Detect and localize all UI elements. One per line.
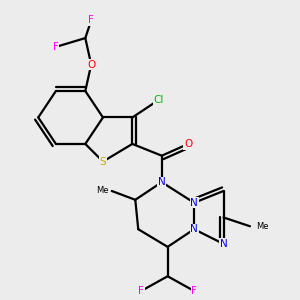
Text: N: N [158, 177, 166, 187]
Text: F: F [138, 286, 144, 296]
Text: S: S [100, 157, 106, 166]
Text: F: F [53, 42, 59, 52]
Text: Cl: Cl [154, 95, 164, 105]
Text: Me: Me [256, 222, 268, 231]
Text: N: N [190, 198, 198, 208]
Text: N: N [220, 239, 227, 249]
Text: O: O [184, 139, 192, 149]
Text: O: O [87, 59, 95, 70]
Text: N: N [190, 224, 198, 234]
Text: F: F [88, 15, 94, 26]
Text: F: F [191, 286, 197, 296]
Text: Me: Me [96, 187, 109, 196]
